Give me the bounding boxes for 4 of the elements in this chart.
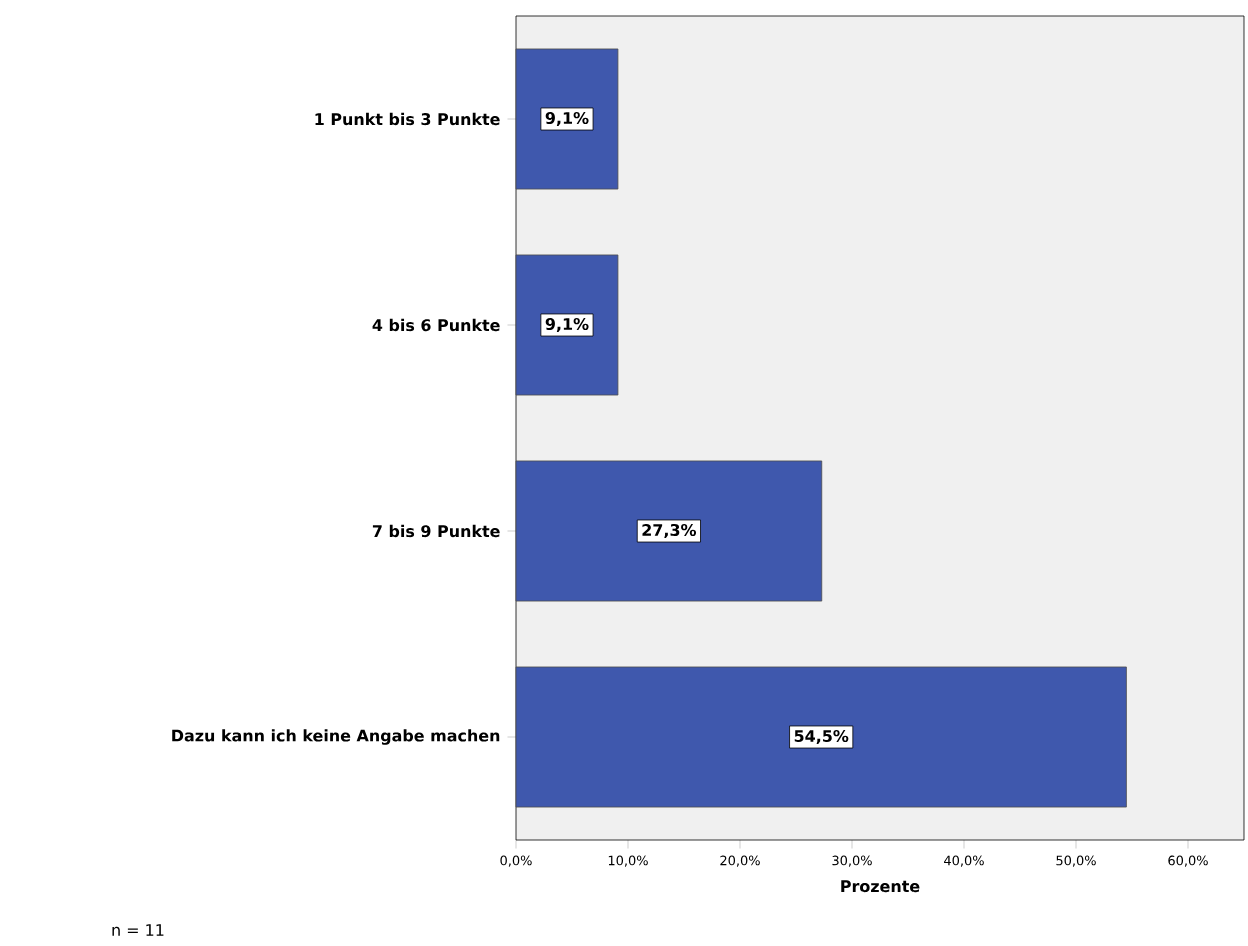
bar — [515, 254, 619, 396]
bar — [515, 666, 1127, 808]
bar — [515, 460, 823, 602]
bar — [515, 48, 619, 190]
